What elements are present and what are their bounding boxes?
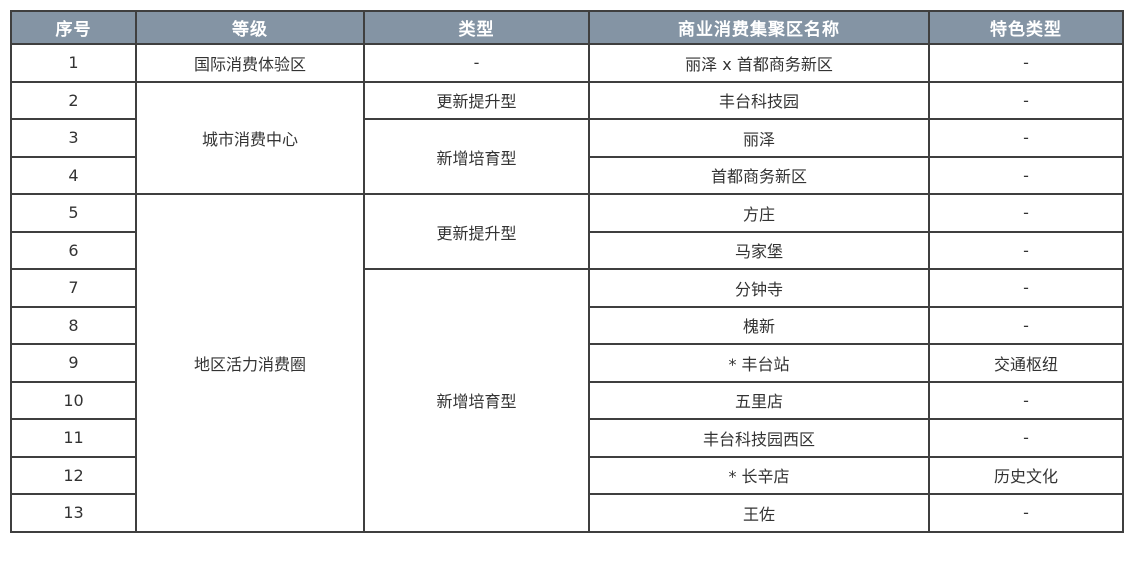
cell-type: 更新提升型 bbox=[363, 193, 590, 270]
cell-name: 王佐 bbox=[588, 493, 930, 533]
cell-feature: - bbox=[928, 193, 1124, 233]
table-row: 8 槐新 - bbox=[10, 305, 1124, 345]
cell-no: 9 bbox=[10, 343, 137, 383]
header-level: 等级 bbox=[135, 10, 365, 45]
cell-feature: - bbox=[928, 118, 1124, 158]
header-feature: 特色类型 bbox=[928, 10, 1124, 45]
cell-type: 更新提升型 bbox=[363, 80, 590, 120]
cell-name: 马家堡 bbox=[588, 230, 930, 270]
cell-name: 首都商务新区 bbox=[588, 155, 930, 195]
table-row: 10 五里店 - bbox=[10, 380, 1124, 420]
table-row: 2 城市消费中心 更新提升型 丰台科技园 - bbox=[10, 80, 1124, 195]
table-row: 9 * 丰台站 交通枢纽 bbox=[10, 343, 1124, 383]
cell-no: 5 bbox=[10, 193, 137, 233]
header-type: 类型 bbox=[363, 10, 590, 45]
consumption-areas-table: 序号 等级 类型 商业消费集聚区名称 特色类型 1 国际消费体验区 - 丽泽 x… bbox=[10, 10, 1124, 533]
cell-feature: - bbox=[928, 418, 1124, 458]
table-row: 13 王佐 - bbox=[10, 493, 1124, 533]
header-no: 序号 bbox=[10, 10, 137, 45]
cell-type: 新增培育型 bbox=[363, 118, 590, 195]
cell-no: 11 bbox=[10, 418, 137, 458]
table-row: 4 首都商务新区 - bbox=[10, 155, 1124, 195]
cell-feature: - bbox=[928, 305, 1124, 345]
cell-name: * 丰台站 bbox=[588, 343, 930, 383]
cell-feature: - bbox=[928, 380, 1124, 420]
cell-no: 3 bbox=[10, 118, 137, 158]
cell-level: 城市消费中心 bbox=[135, 80, 365, 195]
cell-name: 方庄 bbox=[588, 193, 930, 233]
header-name: 商业消费集聚区名称 bbox=[588, 10, 930, 45]
cell-feature: 交通枢纽 bbox=[928, 343, 1124, 383]
table-row: 11 丰台科技园西区 - bbox=[10, 418, 1124, 458]
cell-no: 10 bbox=[10, 380, 137, 420]
cell-feature: - bbox=[928, 43, 1124, 83]
cell-no: 2 bbox=[10, 80, 137, 120]
cell-no: 7 bbox=[10, 268, 137, 308]
cell-no: 1 bbox=[10, 43, 137, 83]
table-row: 3 新增培育型 丽泽 - bbox=[10, 118, 1124, 195]
cell-no: 13 bbox=[10, 493, 137, 533]
table-row: 1 国际消费体验区 - 丽泽 x 首都商务新区 - bbox=[10, 43, 1124, 83]
consumption-areas-table-container: 序号 等级 类型 商业消费集聚区名称 特色类型 1 国际消费体验区 - 丽泽 x… bbox=[10, 10, 1124, 533]
cell-feature: - bbox=[928, 230, 1124, 270]
table-row: 12 * 长辛店 历史文化 bbox=[10, 455, 1124, 495]
cell-name: 丽泽 bbox=[588, 118, 930, 158]
cell-feature: - bbox=[928, 493, 1124, 533]
cell-level: 地区活力消费圈 bbox=[135, 193, 365, 533]
cell-no: 12 bbox=[10, 455, 137, 495]
cell-no: 8 bbox=[10, 305, 137, 345]
cell-name: 丽泽 x 首都商务新区 bbox=[588, 43, 930, 83]
cell-no: 6 bbox=[10, 230, 137, 270]
header-row: 序号 等级 类型 商业消费集聚区名称 特色类型 bbox=[10, 10, 1124, 45]
table-row: 5 地区活力消费圈 更新提升型 方庄 - bbox=[10, 193, 1124, 533]
table-row: 7 新增培育型 分钟寺 - bbox=[10, 268, 1124, 533]
cell-feature: - bbox=[928, 80, 1124, 120]
cell-feature: 历史文化 bbox=[928, 455, 1124, 495]
cell-type: 新增培育型 bbox=[363, 268, 590, 533]
cell-level: 国际消费体验区 bbox=[135, 43, 365, 83]
cell-name: 分钟寺 bbox=[588, 268, 930, 308]
cell-name: 槐新 bbox=[588, 305, 930, 345]
cell-name: 五里店 bbox=[588, 380, 930, 420]
cell-type: - bbox=[363, 43, 590, 83]
cell-feature: - bbox=[928, 155, 1124, 195]
cell-no: 4 bbox=[10, 155, 137, 195]
cell-name: 丰台科技园西区 bbox=[588, 418, 930, 458]
cell-name: 丰台科技园 bbox=[588, 80, 930, 120]
cell-feature: - bbox=[928, 268, 1124, 308]
table-row: 6 马家堡 - bbox=[10, 230, 1124, 270]
cell-name: * 长辛店 bbox=[588, 455, 930, 495]
